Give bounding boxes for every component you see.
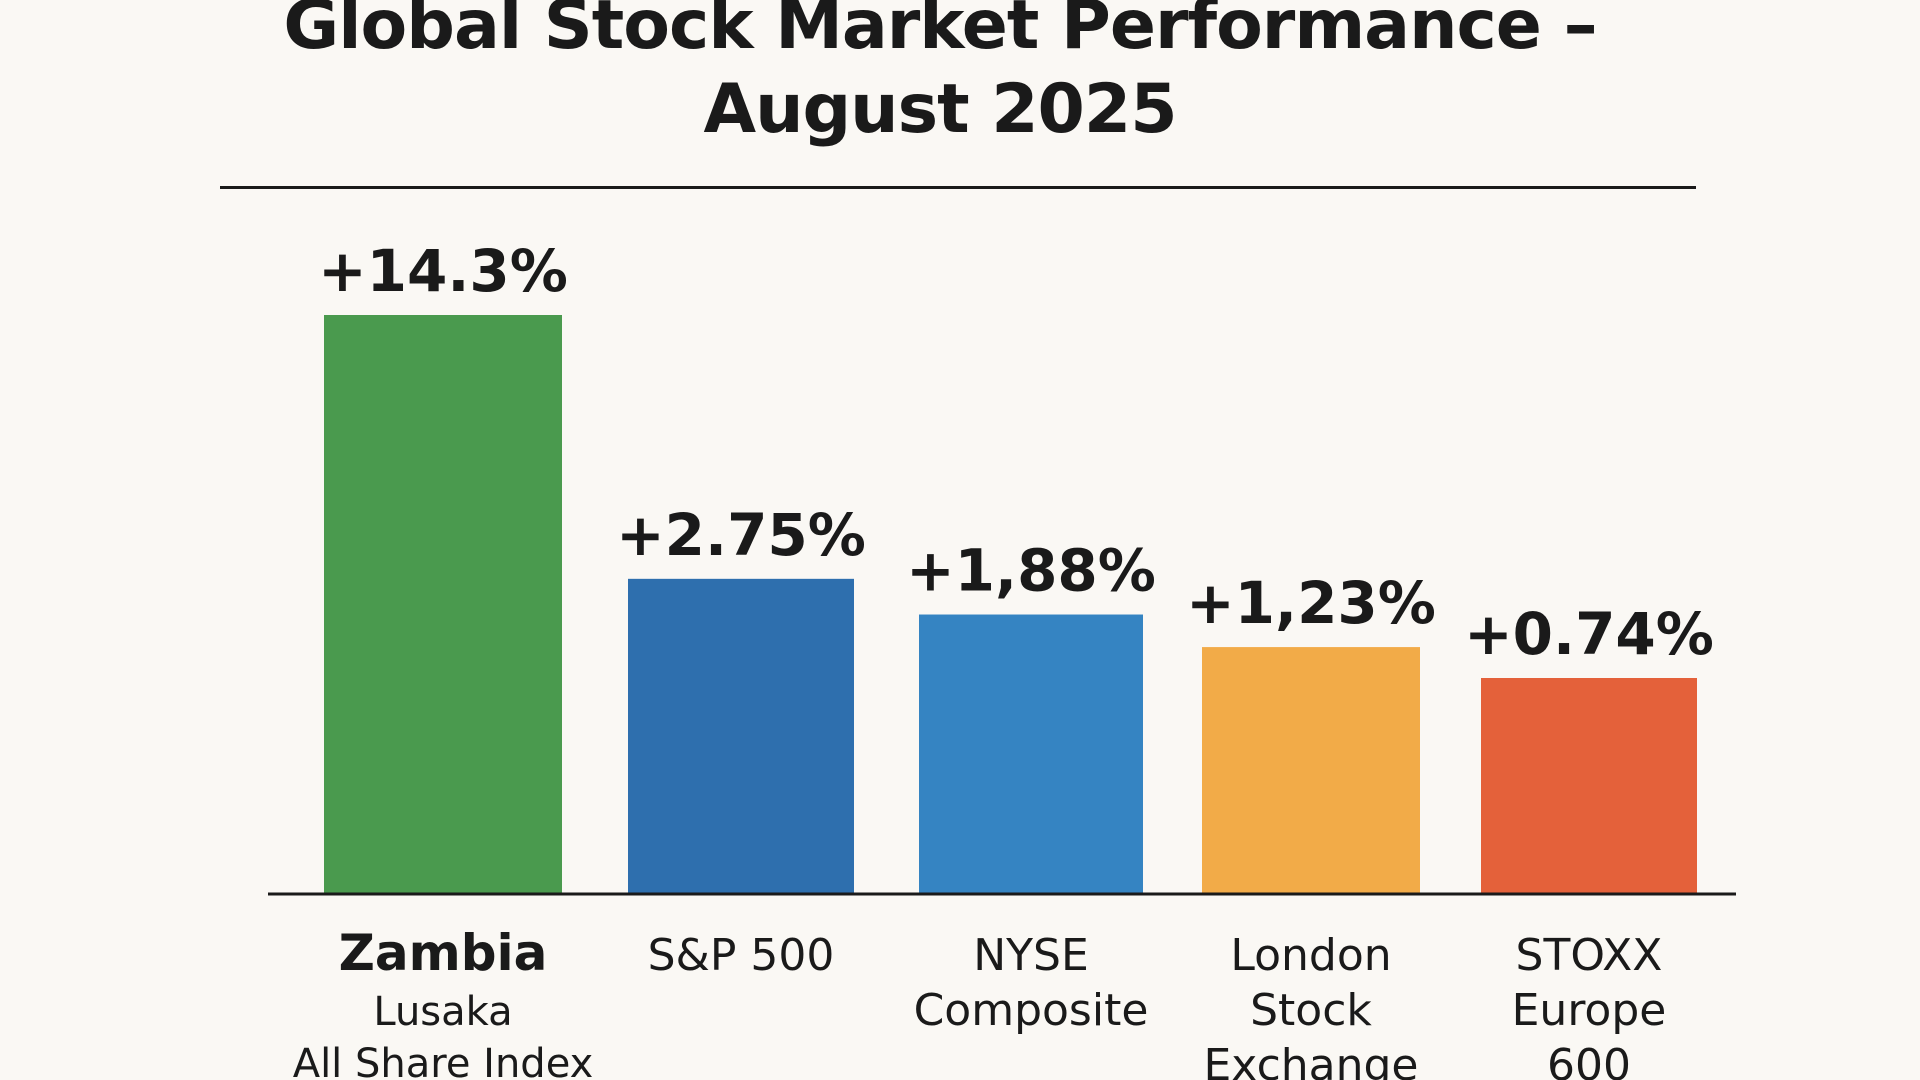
bar-3 — [1202, 647, 1420, 893]
category-label-4-line-0: STOXX — [1516, 930, 1663, 981]
category-sublabel-0-line-0: Lusaka — [373, 989, 512, 1035]
chart-title-line-2: August 2025 — [703, 70, 1177, 149]
value-label-0: +14.3% — [318, 237, 568, 305]
category-sublabel-0-line-1: All Share Index — [293, 1041, 594, 1080]
chart-title-line-1: Global Stock Market Performance – — [283, 0, 1597, 65]
category-label-2-line-1: Composite — [914, 985, 1149, 1036]
category-label-4-line-2: 600 — [1547, 1040, 1631, 1080]
category-label-3-line-2: Exchange — [1204, 1040, 1419, 1080]
category-label-3-line-0: London — [1230, 930, 1391, 981]
category-label-4-line-1: Europe — [1512, 985, 1667, 1036]
category-label-2-line-0: NYSE — [973, 930, 1089, 981]
value-label-1: +2.75% — [616, 501, 866, 569]
bar-2 — [919, 614, 1143, 893]
value-label-3: +1,23% — [1186, 569, 1436, 637]
title-divider — [220, 186, 1696, 189]
value-label-4: +0.74% — [1464, 600, 1714, 668]
category-label-3-line-1: Stock — [1250, 985, 1372, 1036]
category-label-0-line-0: Zambia — [339, 924, 548, 982]
category-label-1-line-0: S&P 500 — [648, 930, 835, 981]
value-label-2: +1,88% — [906, 537, 1156, 605]
bar-4 — [1481, 678, 1697, 893]
bar-1 — [628, 578, 854, 893]
bar-0 — [324, 315, 562, 893]
